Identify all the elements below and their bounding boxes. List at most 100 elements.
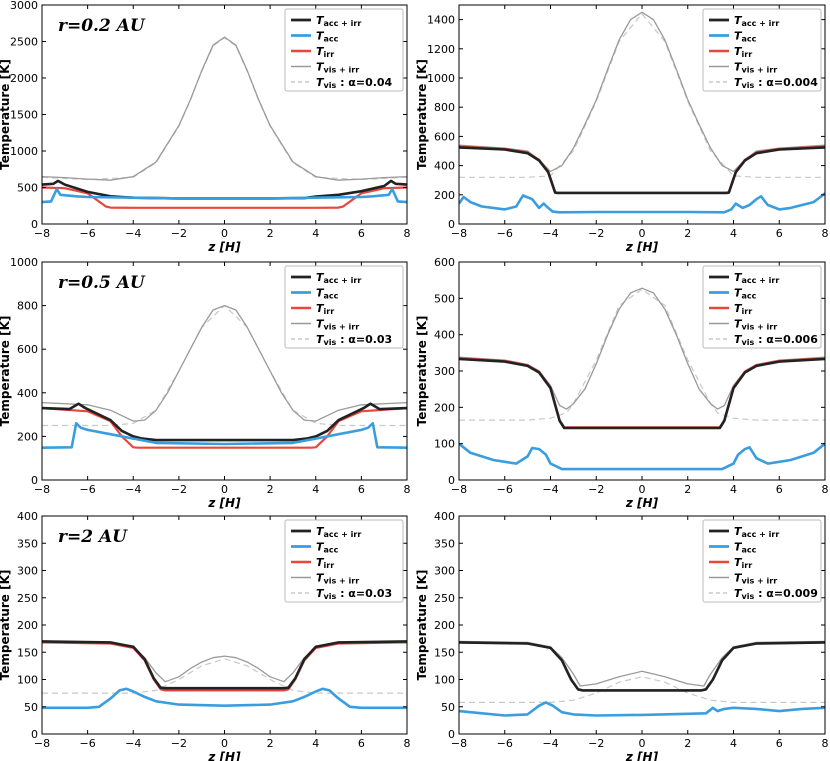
y-tick-label: 100 — [434, 438, 455, 451]
legend-label-vis: Tvis : α=0.03 — [316, 587, 392, 601]
chart-panel-middle-left: −8 −6 −4 −2 0 2 4 6 8 0 200 400 600 800 1000 z [H] Tempe… — [0, 256, 411, 510]
x-tick-label: 8 — [404, 483, 411, 496]
x-tick-label: 0 — [221, 737, 228, 750]
series-line-vis_irr — [42, 640, 407, 683]
series-line-vis_irr — [42, 36, 407, 181]
y-tick-label: 350 — [434, 537, 455, 550]
legend-label-vis: Tvis : α=0.006 — [734, 333, 818, 347]
x-tick-label: −6 — [497, 227, 513, 240]
x-tick-label: 2 — [267, 227, 274, 240]
legend-label-vis_irr: Tvis + irr — [734, 572, 777, 586]
x-tick-label: −4 — [542, 227, 558, 240]
legend-label-vis: Tvis : α=0.03 — [316, 333, 392, 347]
x-tick-label: 2 — [684, 737, 691, 750]
series-line-vis — [459, 288, 825, 421]
y-tick-label: 500 — [17, 182, 38, 195]
legend-box — [284, 8, 404, 92]
x-tick-label: 4 — [312, 483, 319, 496]
y-tick-label: 300 — [434, 365, 455, 378]
y-axis-label: Temperature [K] — [0, 570, 12, 681]
x-tick-label: 6 — [776, 227, 783, 240]
series-line-acc — [42, 187, 407, 204]
x-tick-label: 2 — [267, 483, 274, 496]
y-tick-label: 300 — [17, 565, 38, 578]
series-line-vis_irr — [459, 287, 825, 410]
x-tick-label: 8 — [404, 227, 411, 240]
x-tick-label: 6 — [776, 737, 783, 750]
legend-label-acc: Tacc — [316, 30, 339, 44]
y-tick-label: 400 — [17, 510, 38, 523]
x-tick-label: 8 — [822, 737, 829, 750]
y-tick-label: 0 — [31, 218, 38, 231]
x-tick-label: 0 — [221, 483, 228, 496]
legend-label-acc_irr: Tacc + irr — [734, 14, 779, 28]
chart-panel-top-left: −8 −6 −4 −2 0 2 4 6 8 0 500 1000 1500 2000 2500 3000 z [… — [0, 0, 411, 254]
y-tick-label: 800 — [17, 300, 38, 313]
series-group — [459, 11, 825, 214]
y-tick-label: 2000 — [10, 72, 38, 85]
x-tick-label: 2 — [267, 737, 274, 750]
series-group — [42, 304, 407, 449]
legend-label-irr: Tirr — [734, 302, 752, 316]
x-tick-label: −8 — [451, 483, 467, 496]
legend-label-vis_irr: Tvis + irr — [316, 572, 359, 586]
y-tick-label: 600 — [17, 343, 38, 356]
y-tick-label: 1000 — [10, 145, 38, 158]
x-tick-label: −6 — [497, 483, 513, 496]
series-line-acc — [42, 687, 407, 710]
legend-label-vis: Tvis : α=0.004 — [734, 76, 818, 90]
x-tick-label: −8 — [451, 737, 467, 750]
series-line-acc_irr — [42, 402, 407, 442]
series-line-acc_irr — [42, 640, 407, 690]
x-tick-label: −8 — [451, 227, 467, 240]
y-tick-label: 250 — [434, 592, 455, 605]
series-group — [459, 640, 825, 717]
y-tick-label: 1400 — [427, 14, 455, 27]
y-axis-label: Temperature [K] — [0, 316, 12, 427]
legend-label-vis_irr: Tvis + irr — [316, 318, 359, 332]
x-tick-label: −2 — [171, 227, 187, 240]
y-axis-label: Temperature [K] — [0, 59, 12, 170]
legend-label-acc: Tacc — [316, 287, 339, 301]
y-tick-label: 400 — [17, 387, 38, 400]
legend-label-acc_irr: Tacc + irr — [316, 14, 361, 28]
legend-label-acc: Tacc — [734, 287, 757, 301]
x-tick-label: −8 — [34, 227, 50, 240]
legend-box — [284, 519, 404, 603]
y-tick-label: 400 — [434, 329, 455, 342]
x-tick-label: −2 — [171, 483, 187, 496]
x-tick-label: 8 — [822, 483, 829, 496]
x-axis-label: z [H] — [625, 496, 659, 510]
legend-label-irr: Tirr — [734, 556, 752, 570]
x-tick-label: −4 — [125, 737, 141, 750]
x-tick-label: −4 — [542, 737, 558, 750]
series-line-irr — [459, 357, 825, 429]
series-group — [42, 640, 407, 710]
legend-label-vis_irr: Tvis + irr — [734, 61, 777, 75]
series-line-irr — [459, 641, 825, 692]
series-line-irr — [459, 145, 825, 194]
x-tick-label: 8 — [822, 227, 829, 240]
y-tick-label: 0 — [31, 474, 38, 487]
legend-label-acc_irr: Tacc + irr — [316, 525, 361, 539]
y-tick-label: 150 — [17, 646, 38, 659]
legend-label-acc: Tacc — [734, 541, 757, 555]
x-tick-label: 6 — [358, 483, 365, 496]
x-tick-label: −6 — [80, 737, 96, 750]
x-tick-label: 4 — [730, 483, 737, 496]
series-line-vis_irr — [459, 11, 825, 173]
chart-panel-middle-right: −8 −6 −4 −2 0 2 4 6 8 0 100 200 300 400 500 600 z [H] Tem… — [415, 256, 829, 510]
x-tick-label: 0 — [639, 483, 646, 496]
x-tick-label: −2 — [171, 737, 187, 750]
series-line-acc — [42, 421, 407, 449]
x-tick-label: −4 — [542, 483, 558, 496]
legend-box — [702, 519, 822, 603]
legend-label-acc: Tacc — [316, 541, 339, 555]
y-tick-label: 200 — [434, 189, 455, 202]
x-tick-label: 8 — [404, 737, 411, 750]
legend-label-acc_irr: Tacc + irr — [734, 271, 779, 285]
y-tick-label: 0 — [448, 474, 455, 487]
x-axis-label: z [H] — [207, 496, 241, 510]
